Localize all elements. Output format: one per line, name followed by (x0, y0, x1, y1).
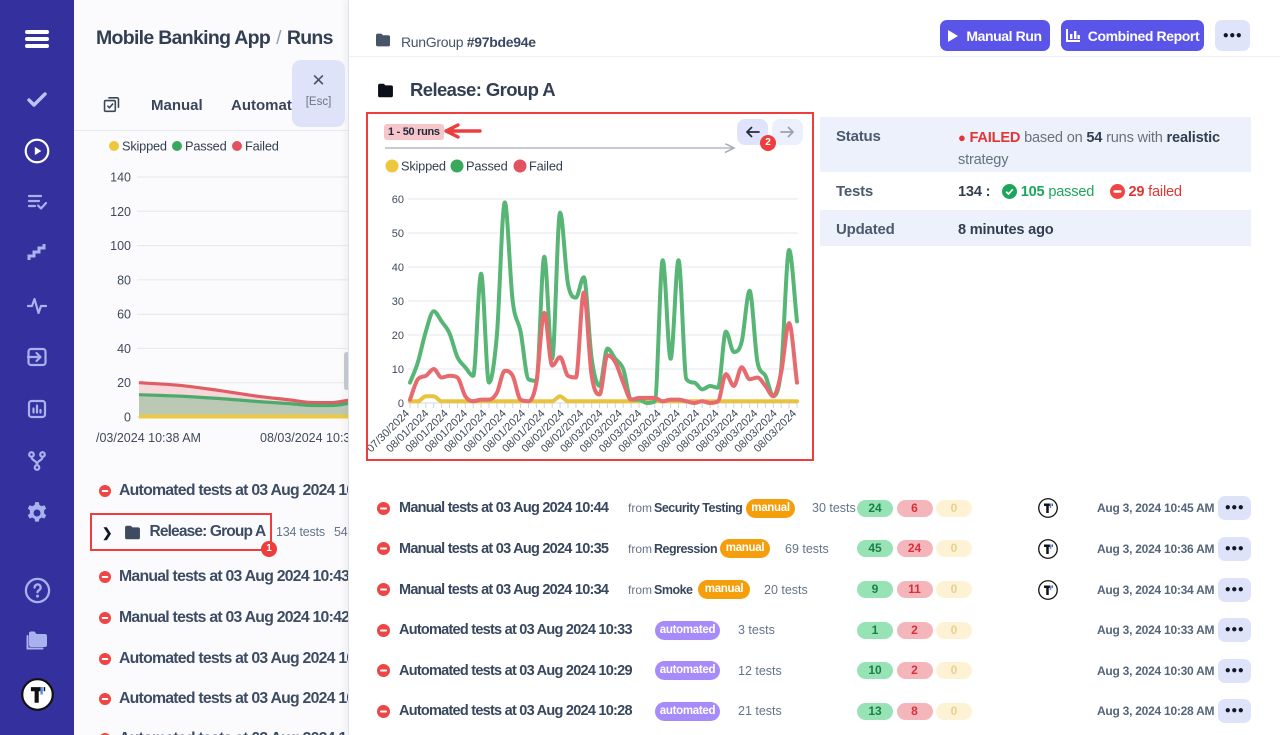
svg-text:Failed: Failed (529, 159, 563, 174)
svg-text:60: 60 (392, 194, 404, 206)
svg-text:100: 100 (110, 239, 131, 253)
svg-text:120: 120 (110, 205, 131, 219)
svg-text:40: 40 (117, 342, 131, 356)
svg-text:40: 40 (392, 262, 404, 274)
svg-text:50: 50 (392, 228, 404, 240)
svg-text:10: 10 (392, 364, 404, 376)
svg-text:0: 0 (398, 398, 404, 410)
svg-text:60: 60 (117, 308, 131, 322)
svg-text:140: 140 (110, 171, 131, 185)
svg-text:20: 20 (392, 330, 404, 342)
svg-text:20: 20 (117, 376, 131, 390)
svg-text:Failed: Failed (245, 139, 279, 154)
svg-text:Skipped: Skipped (401, 159, 446, 174)
svg-text:Skipped: Skipped (122, 139, 167, 154)
svg-text:Passed: Passed (185, 139, 227, 154)
svg-text:/03/2024 10:38 AM: /03/2024 10:38 AM (96, 431, 201, 445)
svg-text:30: 30 (392, 296, 404, 308)
svg-text:80: 80 (117, 273, 131, 287)
svg-text:Passed: Passed (466, 159, 508, 174)
svg-text:0: 0 (124, 411, 131, 425)
svg-text:08/03/2024 10:39: 08/03/2024 10:39 (260, 431, 349, 445)
